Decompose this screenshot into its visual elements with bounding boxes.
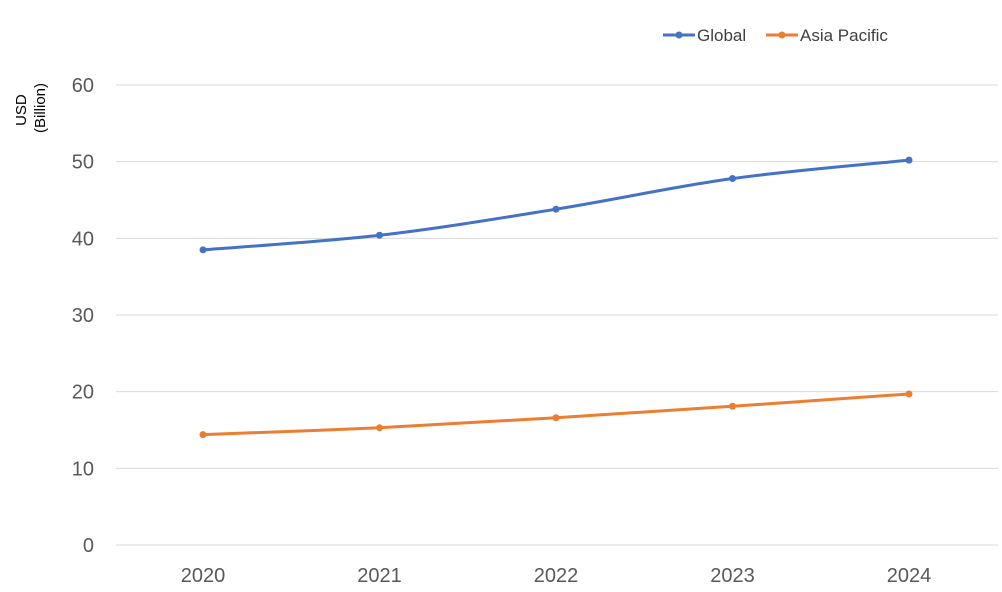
y-axis-title-line-2: (Billion) [32,83,49,133]
x-tick-label-2022: 2022 [534,565,579,587]
y-axis-title-line-1: USD [13,94,30,126]
legend-marker-global [675,31,683,39]
legend-entry-global: Global [663,26,746,45]
x-tick-label-2024: 2024 [887,565,932,587]
data-point-asia-pacific-2020 [199,431,207,439]
y-tick-label-30: 30 [72,305,94,327]
y-tick-label-60: 60 [72,75,94,97]
y-axis-tick-labels: 0 10 20 30 40 50 60 [72,75,94,557]
legend-entry-asia-pacific: Asia Pacific [766,26,888,45]
y-tick-label-0: 0 [83,535,94,557]
data-point-global-2022 [552,205,560,213]
series-line-global [201,158,911,252]
data-point-asia-pacific-2022 [552,414,560,422]
x-axis-tick-labels: 2020 2021 2022 2023 2024 [181,565,932,587]
data-point-global-2023 [729,175,736,183]
legend-marker-asia-pacific [778,31,786,39]
data-point-global-2024 [905,156,913,164]
data-point-global-2020 [199,246,207,254]
data-point-asia-pacific-2023 [729,402,736,410]
x-tick-label-2023: 2023 [710,565,755,587]
y-tick-label-50: 50 [72,152,94,174]
legend: Global Asia Pacific [663,26,888,45]
series-lines [199,156,913,439]
x-tick-label-2021: 2021 [357,565,402,587]
y-tick-label-20: 20 [72,382,94,404]
x-tick-label-2020: 2020 [181,565,226,587]
data-point-asia-pacific-2021 [376,424,383,432]
y-axis-title: USD (Billion) [13,83,49,133]
legend-label-global: Global [697,26,746,45]
legend-label-asia-pacific: Asia Pacific [800,26,888,45]
data-point-asia-pacific-2024 [905,390,913,398]
y-tick-label-40: 40 [72,228,94,250]
gridlines [116,84,998,546]
data-point-global-2021 [376,231,383,239]
y-tick-label-10: 10 [72,458,94,480]
